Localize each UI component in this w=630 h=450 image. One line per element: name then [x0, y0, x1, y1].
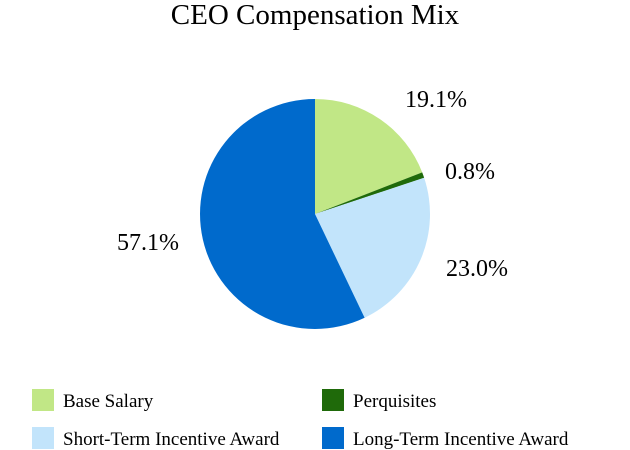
pie-slice-perquisites — [315, 172, 425, 214]
legend-item-base-salary: Base Salary — [32, 389, 154, 412]
pie-slices — [200, 99, 431, 329]
legend-swatch-long-term-incentive-award — [322, 427, 344, 449]
legend-label-perquisites: Perquisites — [353, 391, 436, 412]
pie-slice-base-salary — [315, 99, 423, 214]
legend-item-perquisites: Perquisites — [322, 389, 436, 412]
chart-title: CEO Compensation Mix — [171, 0, 460, 31]
legend-label-base-salary: Base Salary — [63, 391, 154, 412]
slice-label-perquisites: 0.8% — [445, 159, 495, 185]
slice-label-base-salary: 19.1% — [405, 87, 467, 113]
slice-label-long-term-incentive-award: 57.1% — [117, 230, 179, 256]
slice-label-short-term-incentive-award: 23.0% — [446, 256, 508, 282]
slice-labels: 19.1% 0.8% 23.0% 57.1% — [117, 87, 508, 282]
legend-label-short-term-incentive-award: Short-Term Incentive Award — [63, 429, 280, 450]
legend: Base Salary Perquisites Short-Term Incenti… — [32, 389, 569, 450]
legend-label-long-term-incentive-award: Long-Term Incentive Award — [353, 429, 569, 450]
legend-swatch-base-salary — [32, 389, 54, 411]
legend-item-short-term-incentive-award: Short-Term Incentive Award — [32, 427, 280, 450]
legend-swatch-perquisites — [322, 389, 344, 411]
legend-swatch-short-term-incentive-award — [32, 427, 54, 449]
legend-item-long-term-incentive-award: Long-Term Incentive Award — [322, 427, 569, 450]
pie-slice-long-term-incentive-award — [200, 99, 365, 329]
pie-slice-short-term-incentive-award — [315, 177, 431, 318]
